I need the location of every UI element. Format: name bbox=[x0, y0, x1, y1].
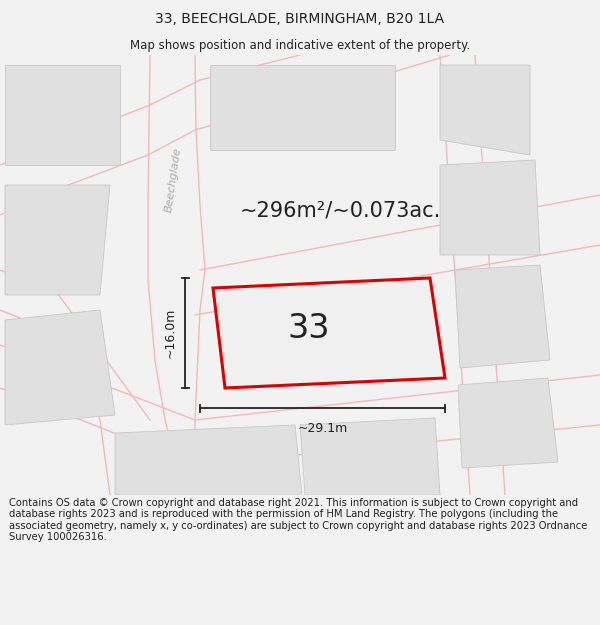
Polygon shape bbox=[455, 265, 550, 368]
Text: 33: 33 bbox=[287, 311, 329, 344]
Polygon shape bbox=[300, 418, 440, 495]
Text: Map shows position and indicative extent of the property.: Map shows position and indicative extent… bbox=[130, 39, 470, 51]
Text: Beechglade: Beechglade bbox=[163, 147, 182, 213]
Polygon shape bbox=[440, 160, 540, 255]
Polygon shape bbox=[115, 425, 302, 495]
Polygon shape bbox=[213, 278, 445, 388]
Polygon shape bbox=[5, 310, 115, 425]
Text: ~29.1m: ~29.1m bbox=[298, 422, 347, 435]
Polygon shape bbox=[440, 65, 530, 155]
Polygon shape bbox=[458, 378, 558, 468]
Text: 33, BEECHGLADE, BIRMINGHAM, B20 1LA: 33, BEECHGLADE, BIRMINGHAM, B20 1LA bbox=[155, 12, 445, 26]
Text: Contains OS data © Crown copyright and database right 2021. This information is : Contains OS data © Crown copyright and d… bbox=[9, 498, 587, 542]
Text: ~296m²/~0.073ac.: ~296m²/~0.073ac. bbox=[239, 200, 440, 220]
Text: ~16.0m: ~16.0m bbox=[164, 308, 177, 358]
Polygon shape bbox=[210, 65, 395, 150]
Polygon shape bbox=[5, 185, 110, 295]
Polygon shape bbox=[5, 65, 120, 165]
